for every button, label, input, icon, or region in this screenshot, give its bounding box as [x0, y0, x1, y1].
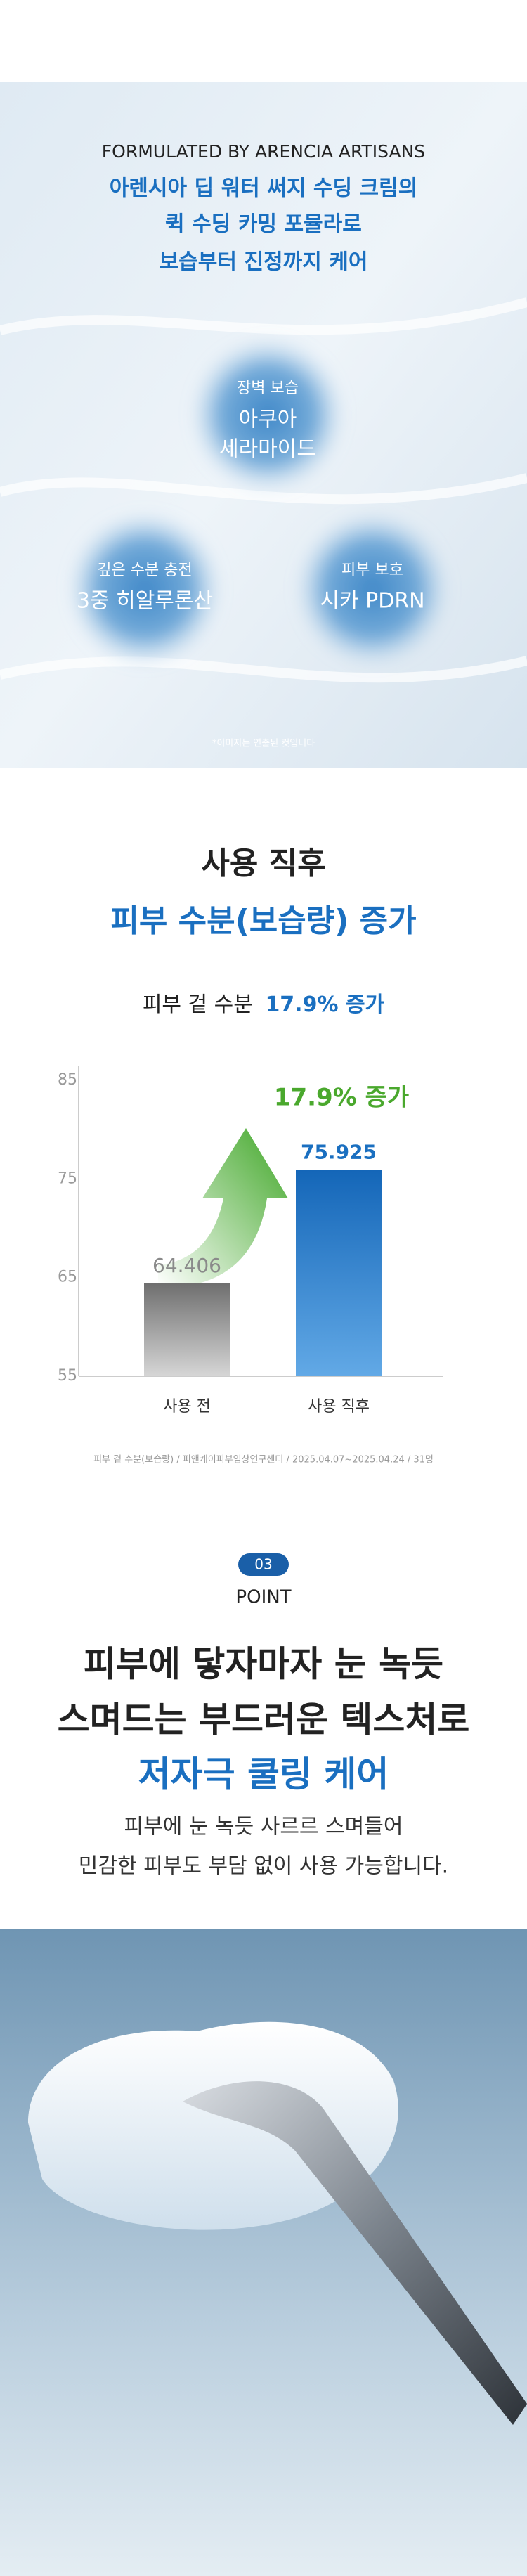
y-tick-label: 55 — [58, 1367, 77, 1385]
feature-name: 세라마이드 — [219, 437, 316, 462]
point-headline: 스며드는 부드러운 텍스처로 — [58, 1700, 470, 1740]
point-label: POINT — [235, 1587, 291, 1608]
eyebrow: FORMULATED BY ARENCIA ARTISANS — [102, 141, 425, 162]
summary-text: 피부 겉 수분 — [143, 992, 253, 1017]
chart-subtitle: 피부 수분(보습량) 증가 — [110, 903, 416, 939]
feature-label: 피부 보호 — [341, 562, 403, 579]
feature-bubble — [190, 337, 345, 492]
hero-headline: 퀵 수딩 카밍 포뮬라로 — [165, 212, 362, 237]
bar — [296, 1170, 382, 1376]
chart-summary: 피부 겉 수분 17.9% 증가 — [143, 992, 385, 1017]
spatula — [183, 2081, 527, 2425]
cream-scoop — [28, 2021, 398, 2230]
texture-waves — [0, 297, 527, 683]
point-body: 피부에 눈 녹듯 사르르 스며들어 — [124, 1815, 403, 1839]
x-tick-label: 사용 직후 — [308, 1398, 370, 1416]
image-caption: *이미지는 연출된 컷입니다 — [212, 739, 315, 749]
y-tick-label: 65 — [58, 1269, 77, 1286]
feature-name: 시카 PDRN — [320, 589, 424, 614]
point-headline: 피부에 닿자마자 눈 녹듯 — [84, 1644, 443, 1685]
feature-label: 장벽 보습 — [237, 380, 299, 397]
feature-bubble — [295, 512, 450, 666]
value-label: 75.925 — [301, 1140, 377, 1163]
point-body: 민감한 피부도 부담 없이 사용 가능합니다. — [79, 1854, 448, 1879]
point-badge — [238, 1553, 289, 1576]
chart-annotation: 17.9% 증가 — [274, 1084, 409, 1112]
bar — [144, 1283, 230, 1376]
y-tick-label: 75 — [58, 1170, 77, 1187]
increase-arrow — [158, 1128, 288, 1288]
value-label: 64.406 — [152, 1254, 221, 1277]
y-tick-label: 85 — [58, 1071, 77, 1089]
feature-bubble — [67, 512, 222, 666]
chart-source: 피부 겉 수분(보습량) / 피앤케이피부임상연구센터 / 2025.04.07… — [93, 1455, 434, 1465]
feature-name: 아쿠아 — [239, 408, 297, 432]
point-headline: 저자극 쿨링 케어 — [138, 1754, 389, 1795]
point-number: 03 — [254, 1556, 272, 1573]
feature-label: 깊은 수분 충전 — [97, 562, 192, 579]
summary-highlight: 17.9% 증가 — [265, 992, 384, 1017]
chart-title: 사용 직후 — [201, 846, 325, 881]
hero-headline: 보습부터 진정까지 케어 — [160, 250, 368, 275]
hero-headline: 아렌시아 딥 워터 써지 수딩 크림의 — [110, 176, 418, 201]
x-tick-label: 사용 전 — [163, 1398, 211, 1416]
feature-name: 3중 히알루론산 — [77, 589, 213, 614]
